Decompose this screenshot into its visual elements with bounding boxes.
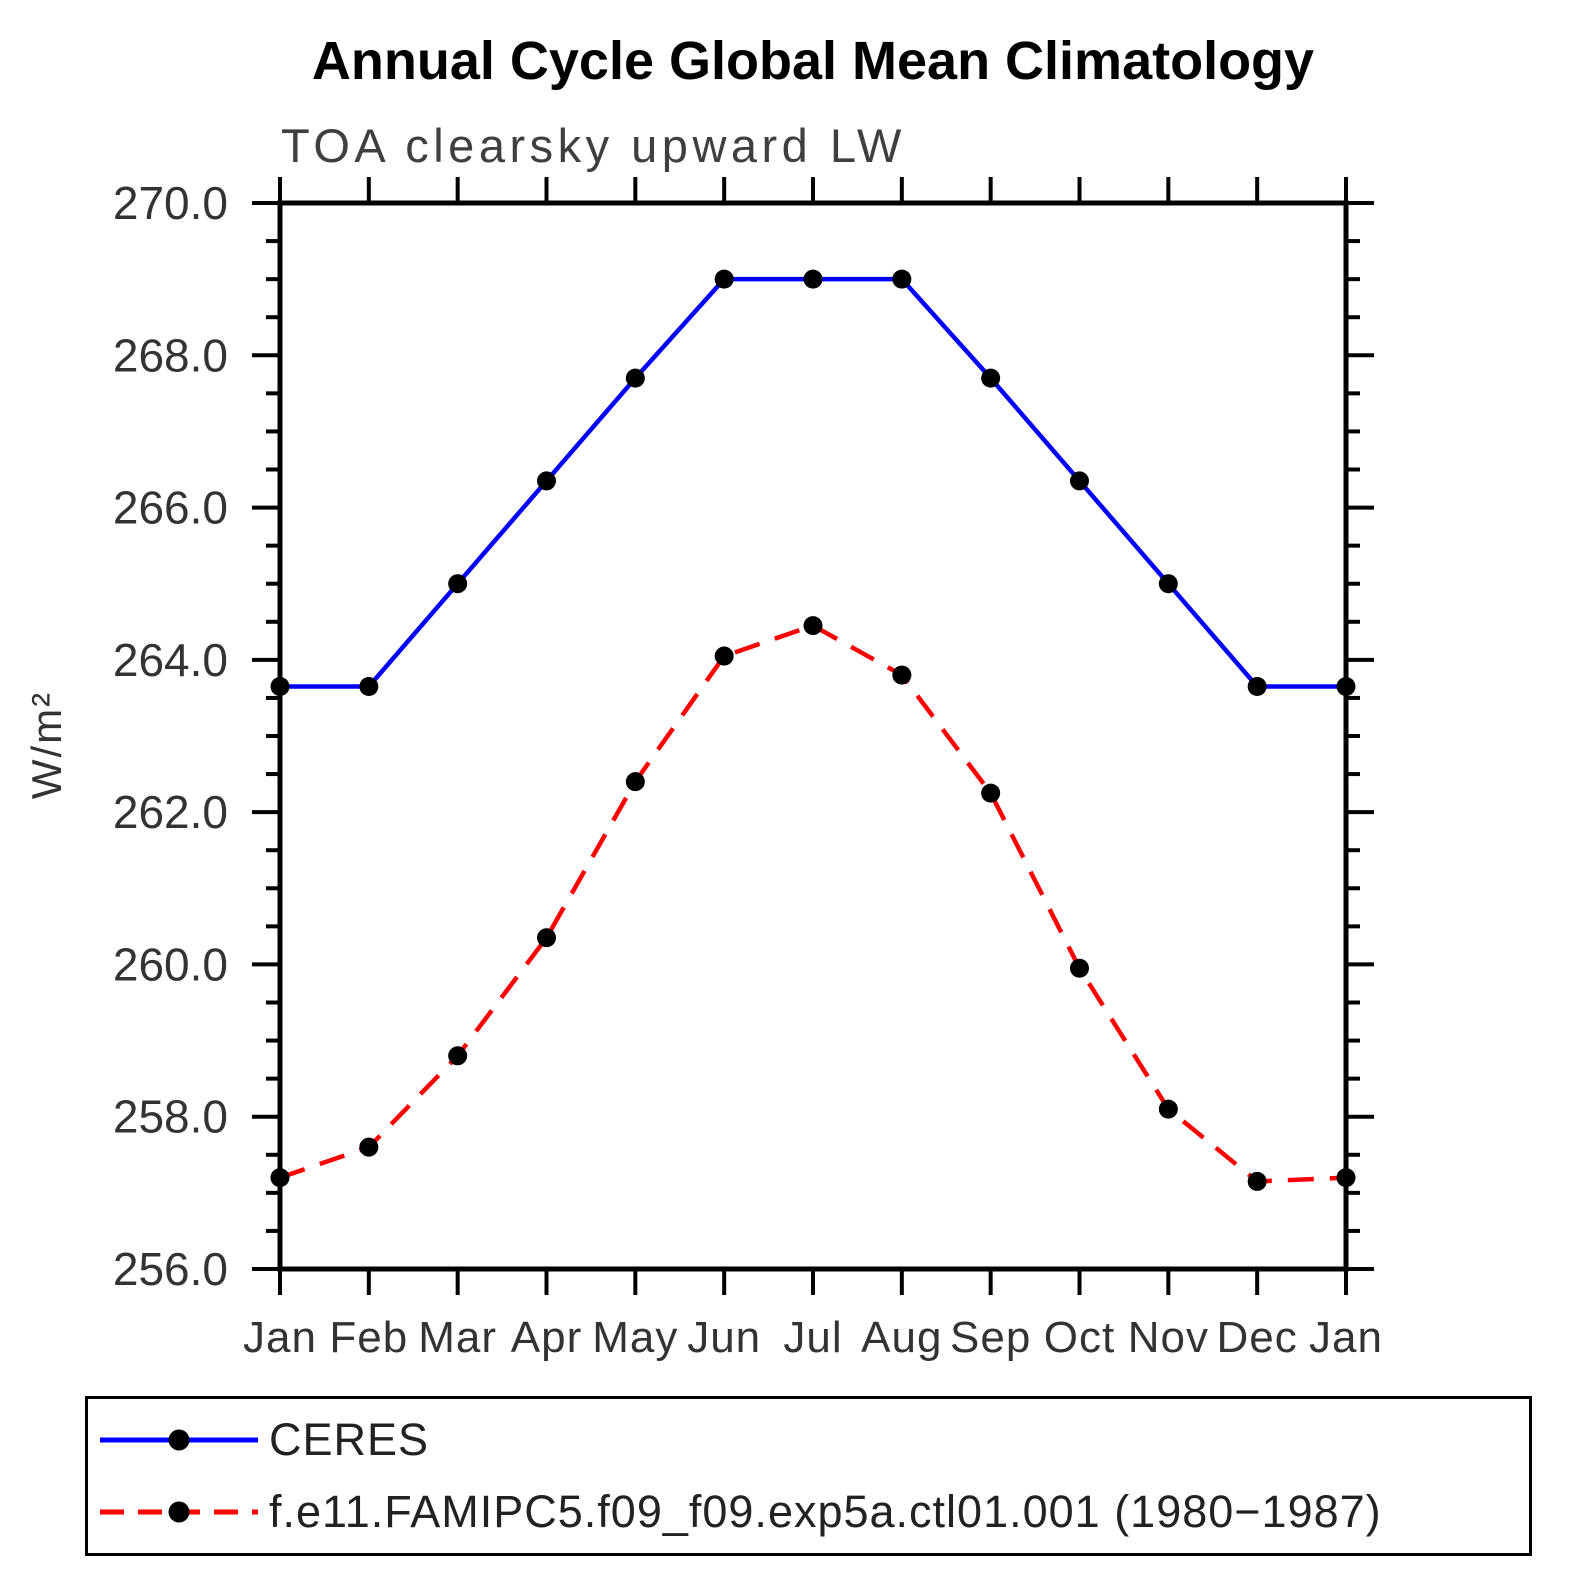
series-1-marker (981, 783, 1001, 803)
y-tick-label: 264.0 (113, 634, 228, 686)
y-tick-label: 258.0 (113, 1091, 228, 1143)
series-1-marker (359, 1137, 379, 1157)
series-0-marker (1336, 677, 1356, 697)
series-0-marker (448, 574, 468, 594)
x-tick-label: Jan (1309, 1313, 1383, 1362)
series-1-marker (1336, 1168, 1356, 1188)
x-tick-label: Nov (1128, 1313, 1209, 1362)
legend-label-1: f.e11.FAMIPC5.f09_f09.exp5a.ctl01.001 (1… (269, 1485, 1382, 1537)
legend-label-0: CERES (269, 1414, 430, 1466)
series-0-marker (803, 269, 823, 289)
series-1-marker (537, 928, 556, 948)
series-0-marker (625, 368, 645, 388)
y-tick-label: 270.0 (113, 177, 228, 229)
legend-sample-1 (100, 1501, 258, 1523)
series-0-marker (270, 677, 290, 697)
x-tick-label: Oct (1044, 1313, 1115, 1362)
x-tick-label: Sep (950, 1313, 1031, 1362)
x-tick-label: Feb (329, 1313, 408, 1362)
series-0-marker (1158, 574, 1178, 594)
chart-title: Annual Cycle Global Mean Climatology (311, 31, 1315, 91)
legend-item-1: f.e11.FAMIPC5.f09_f09.exp5a.ctl01.001 (1… (88, 1482, 1529, 1542)
x-tick-label: Dec (1217, 1313, 1298, 1362)
series-0-marker (981, 368, 1001, 388)
series-line-1 (279, 623, 1347, 1184)
x-tick-label: May (592, 1313, 678, 1362)
legend: CERES f.e11.FAMIPC5.f09_f09.exp5a.ctl01.0… (85, 1396, 1532, 1556)
series-1-marker (1070, 958, 1089, 978)
series-1-marker (892, 665, 912, 685)
chart-subtitle: TOA clearsky upward LW (281, 119, 906, 172)
x-tick-label: Mar (418, 1313, 497, 1362)
series-1-marker (448, 1046, 468, 1066)
legend-marker-0 (168, 1429, 190, 1451)
series-0-marker (359, 677, 379, 697)
series-0-marker (537, 471, 556, 491)
legend-item-0: CERES (88, 1410, 1529, 1470)
series-0-marker (892, 269, 912, 289)
plot-frame (277, 200, 1349, 1272)
y-tick-label: 260.0 (113, 938, 228, 990)
x-tick-label: Jan (243, 1313, 317, 1362)
x-tick-label: Jun (687, 1313, 761, 1362)
x-tick-label: Apr (511, 1313, 582, 1362)
y-tick-label: 266.0 (113, 482, 228, 534)
legend-sample-0 (100, 1429, 258, 1451)
series-0-marker (1070, 471, 1089, 491)
series-0-marker (714, 269, 734, 289)
series-1-marker (625, 772, 645, 792)
series-1-marker (714, 646, 734, 666)
series-1-marker (270, 1168, 290, 1188)
y-tick-label: 268.0 (113, 329, 228, 381)
y-tick-label: 262.0 (113, 786, 228, 838)
series-1-marker (1247, 1171, 1267, 1191)
series-0-marker (1247, 677, 1267, 697)
series-1-marker (1158, 1099, 1178, 1119)
legend-marker-1 (168, 1501, 190, 1523)
y-tick-label: 256.0 (113, 1243, 228, 1295)
x-tick-label: Jul (783, 1313, 842, 1362)
series-1-marker (803, 616, 823, 636)
x-tick-label: Aug (861, 1313, 942, 1362)
